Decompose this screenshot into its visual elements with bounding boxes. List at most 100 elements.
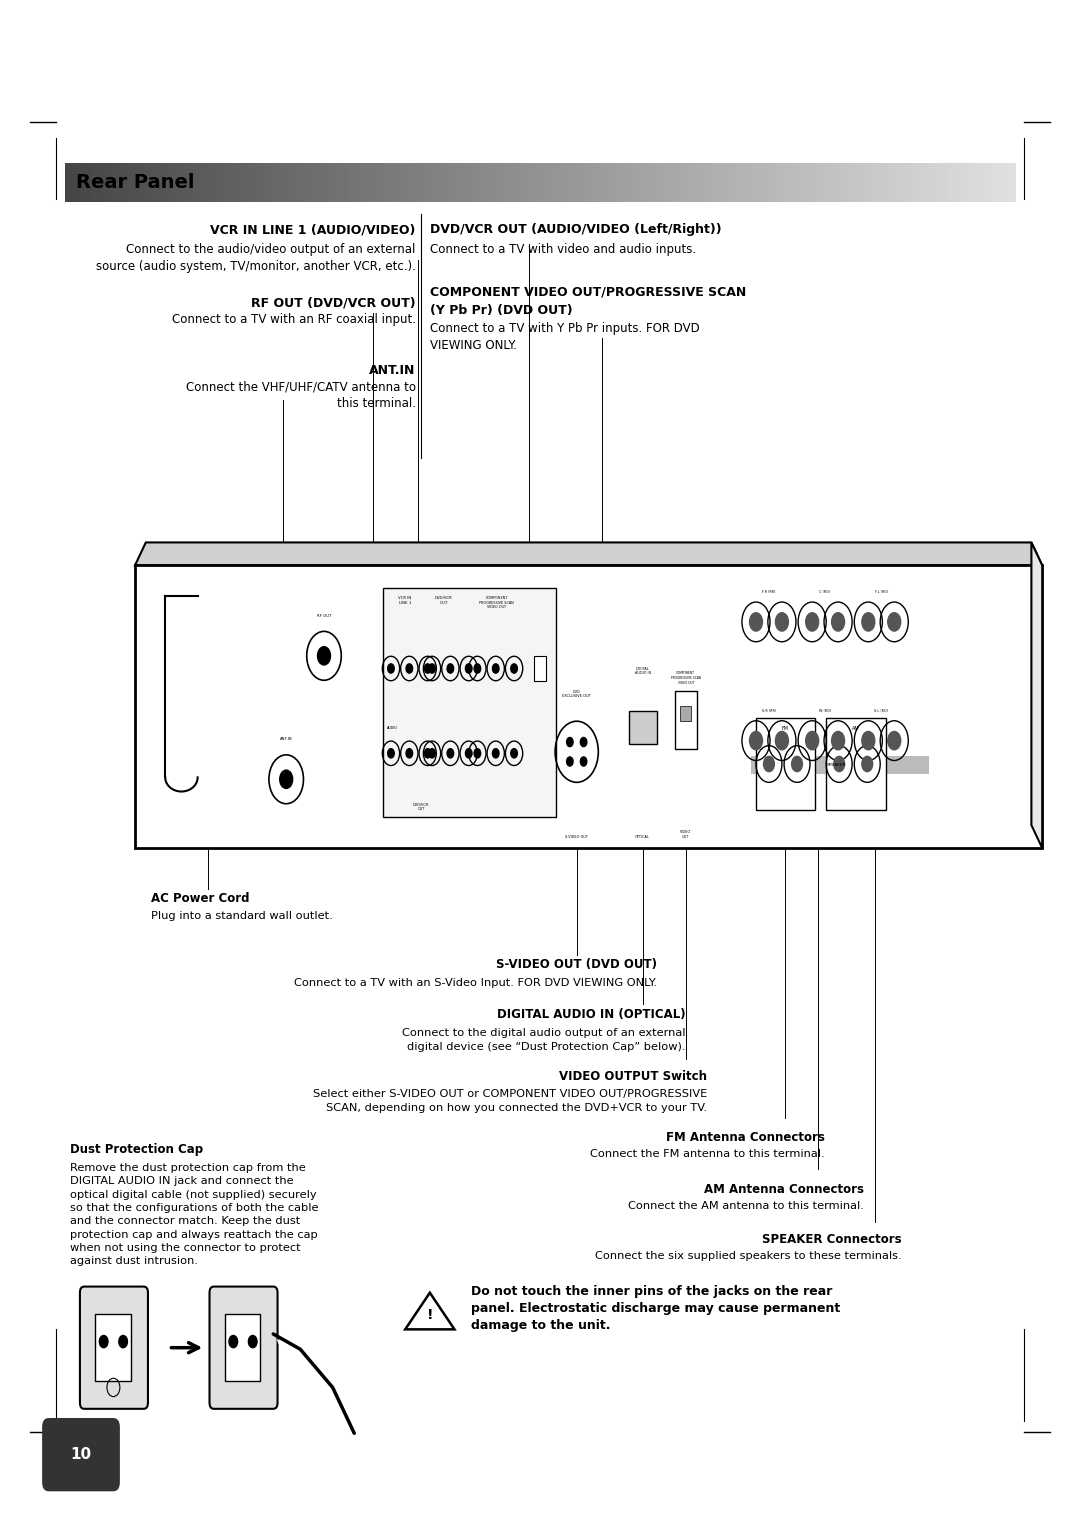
Circle shape (862, 732, 875, 750)
Bar (265, 163, 269, 202)
Bar (71, 163, 76, 202)
Bar (315, 163, 320, 202)
Bar (565, 163, 569, 202)
Bar (137, 163, 141, 202)
Bar (654, 163, 659, 202)
Bar (302, 163, 307, 202)
Bar (819, 163, 823, 202)
Circle shape (447, 749, 454, 758)
Bar (936, 163, 941, 202)
FancyBboxPatch shape (210, 1287, 278, 1409)
Bar (869, 163, 874, 202)
Bar (737, 163, 741, 202)
Text: VIDEO
OUT: VIDEO OUT (680, 830, 691, 839)
Bar (296, 163, 300, 202)
Bar (239, 163, 243, 202)
Text: AM Antenna Connectors: AM Antenna Connectors (704, 1183, 864, 1196)
Circle shape (318, 646, 330, 665)
Bar (112, 163, 117, 202)
Bar (489, 163, 494, 202)
Bar (895, 163, 899, 202)
Bar (904, 163, 908, 202)
Bar (261, 163, 266, 202)
Bar (686, 163, 690, 202)
Text: DVD/VCR
OUT: DVD/VCR OUT (413, 802, 430, 811)
Bar (727, 163, 731, 202)
Text: Connect the AM antenna to this terminal.: Connect the AM antenna to this terminal. (629, 1201, 864, 1212)
Text: Connect to a TV with an S-Video Input. FOR DVD VIEWING ONLY.: Connect to a TV with an S-Video Input. F… (294, 978, 657, 989)
Bar (765, 163, 769, 202)
Text: RF OUT: RF OUT (316, 614, 332, 617)
Circle shape (447, 663, 454, 674)
Bar (800, 163, 804, 202)
Circle shape (99, 1335, 108, 1348)
Text: AC Power Cord: AC Power Cord (151, 892, 249, 906)
Bar (122, 163, 126, 202)
Bar (550, 163, 554, 202)
Circle shape (511, 663, 517, 674)
Text: (Y Pb Pr) (DVD OUT): (Y Pb Pr) (DVD OUT) (430, 304, 572, 318)
Text: Plug into a standard wall outlet.: Plug into a standard wall outlet. (151, 911, 333, 921)
Bar (784, 163, 788, 202)
Bar (230, 163, 233, 202)
Bar (999, 163, 1003, 202)
Bar (707, 163, 712, 202)
Bar (794, 163, 798, 202)
Bar (486, 163, 490, 202)
Bar (838, 163, 842, 202)
Circle shape (388, 749, 394, 758)
Bar (850, 163, 854, 202)
Bar (987, 163, 991, 202)
Bar (683, 163, 687, 202)
Bar (183, 163, 186, 202)
Circle shape (764, 756, 774, 772)
Bar (882, 163, 887, 202)
Text: ANT.IN: ANT.IN (369, 364, 416, 377)
Bar (724, 163, 728, 202)
Text: Dust Protection Cap: Dust Protection Cap (70, 1143, 203, 1157)
Text: F.L (RO): F.L (RO) (875, 590, 888, 594)
Bar (509, 163, 513, 202)
Bar (610, 163, 613, 202)
Bar (502, 163, 507, 202)
Bar (1009, 163, 1013, 202)
Circle shape (474, 749, 481, 758)
Bar (856, 163, 861, 202)
Bar (696, 163, 700, 202)
Bar (876, 163, 880, 202)
Text: C (RO): C (RO) (820, 590, 831, 594)
Bar (245, 163, 249, 202)
Bar (191, 163, 195, 202)
Bar (363, 163, 367, 202)
Bar (568, 163, 572, 202)
Bar (578, 163, 582, 202)
Bar (340, 163, 345, 202)
Bar (293, 163, 297, 202)
Bar (157, 163, 161, 202)
Bar (927, 163, 931, 202)
Bar (147, 163, 151, 202)
Bar (901, 163, 905, 202)
Bar (860, 163, 864, 202)
Bar (806, 163, 810, 202)
Bar (559, 163, 564, 202)
Bar (140, 163, 145, 202)
Bar (546, 163, 551, 202)
Bar (612, 163, 617, 202)
Bar (660, 163, 664, 202)
Text: Remove the dust protection cap from the
DIGITAL AUDIO IN jack and connect the
op: Remove the dust protection cap from the … (70, 1163, 319, 1267)
Bar (553, 163, 557, 202)
Bar (515, 163, 518, 202)
Bar (214, 163, 218, 202)
Bar (543, 163, 548, 202)
Bar (455, 163, 459, 202)
Bar (841, 163, 846, 202)
Bar (194, 163, 199, 202)
Bar (658, 163, 661, 202)
Bar (540, 163, 544, 202)
Bar (407, 163, 411, 202)
Bar (432, 163, 436, 202)
Text: ANT.IN: ANT.IN (280, 736, 293, 741)
Circle shape (465, 749, 472, 758)
Circle shape (888, 732, 901, 750)
